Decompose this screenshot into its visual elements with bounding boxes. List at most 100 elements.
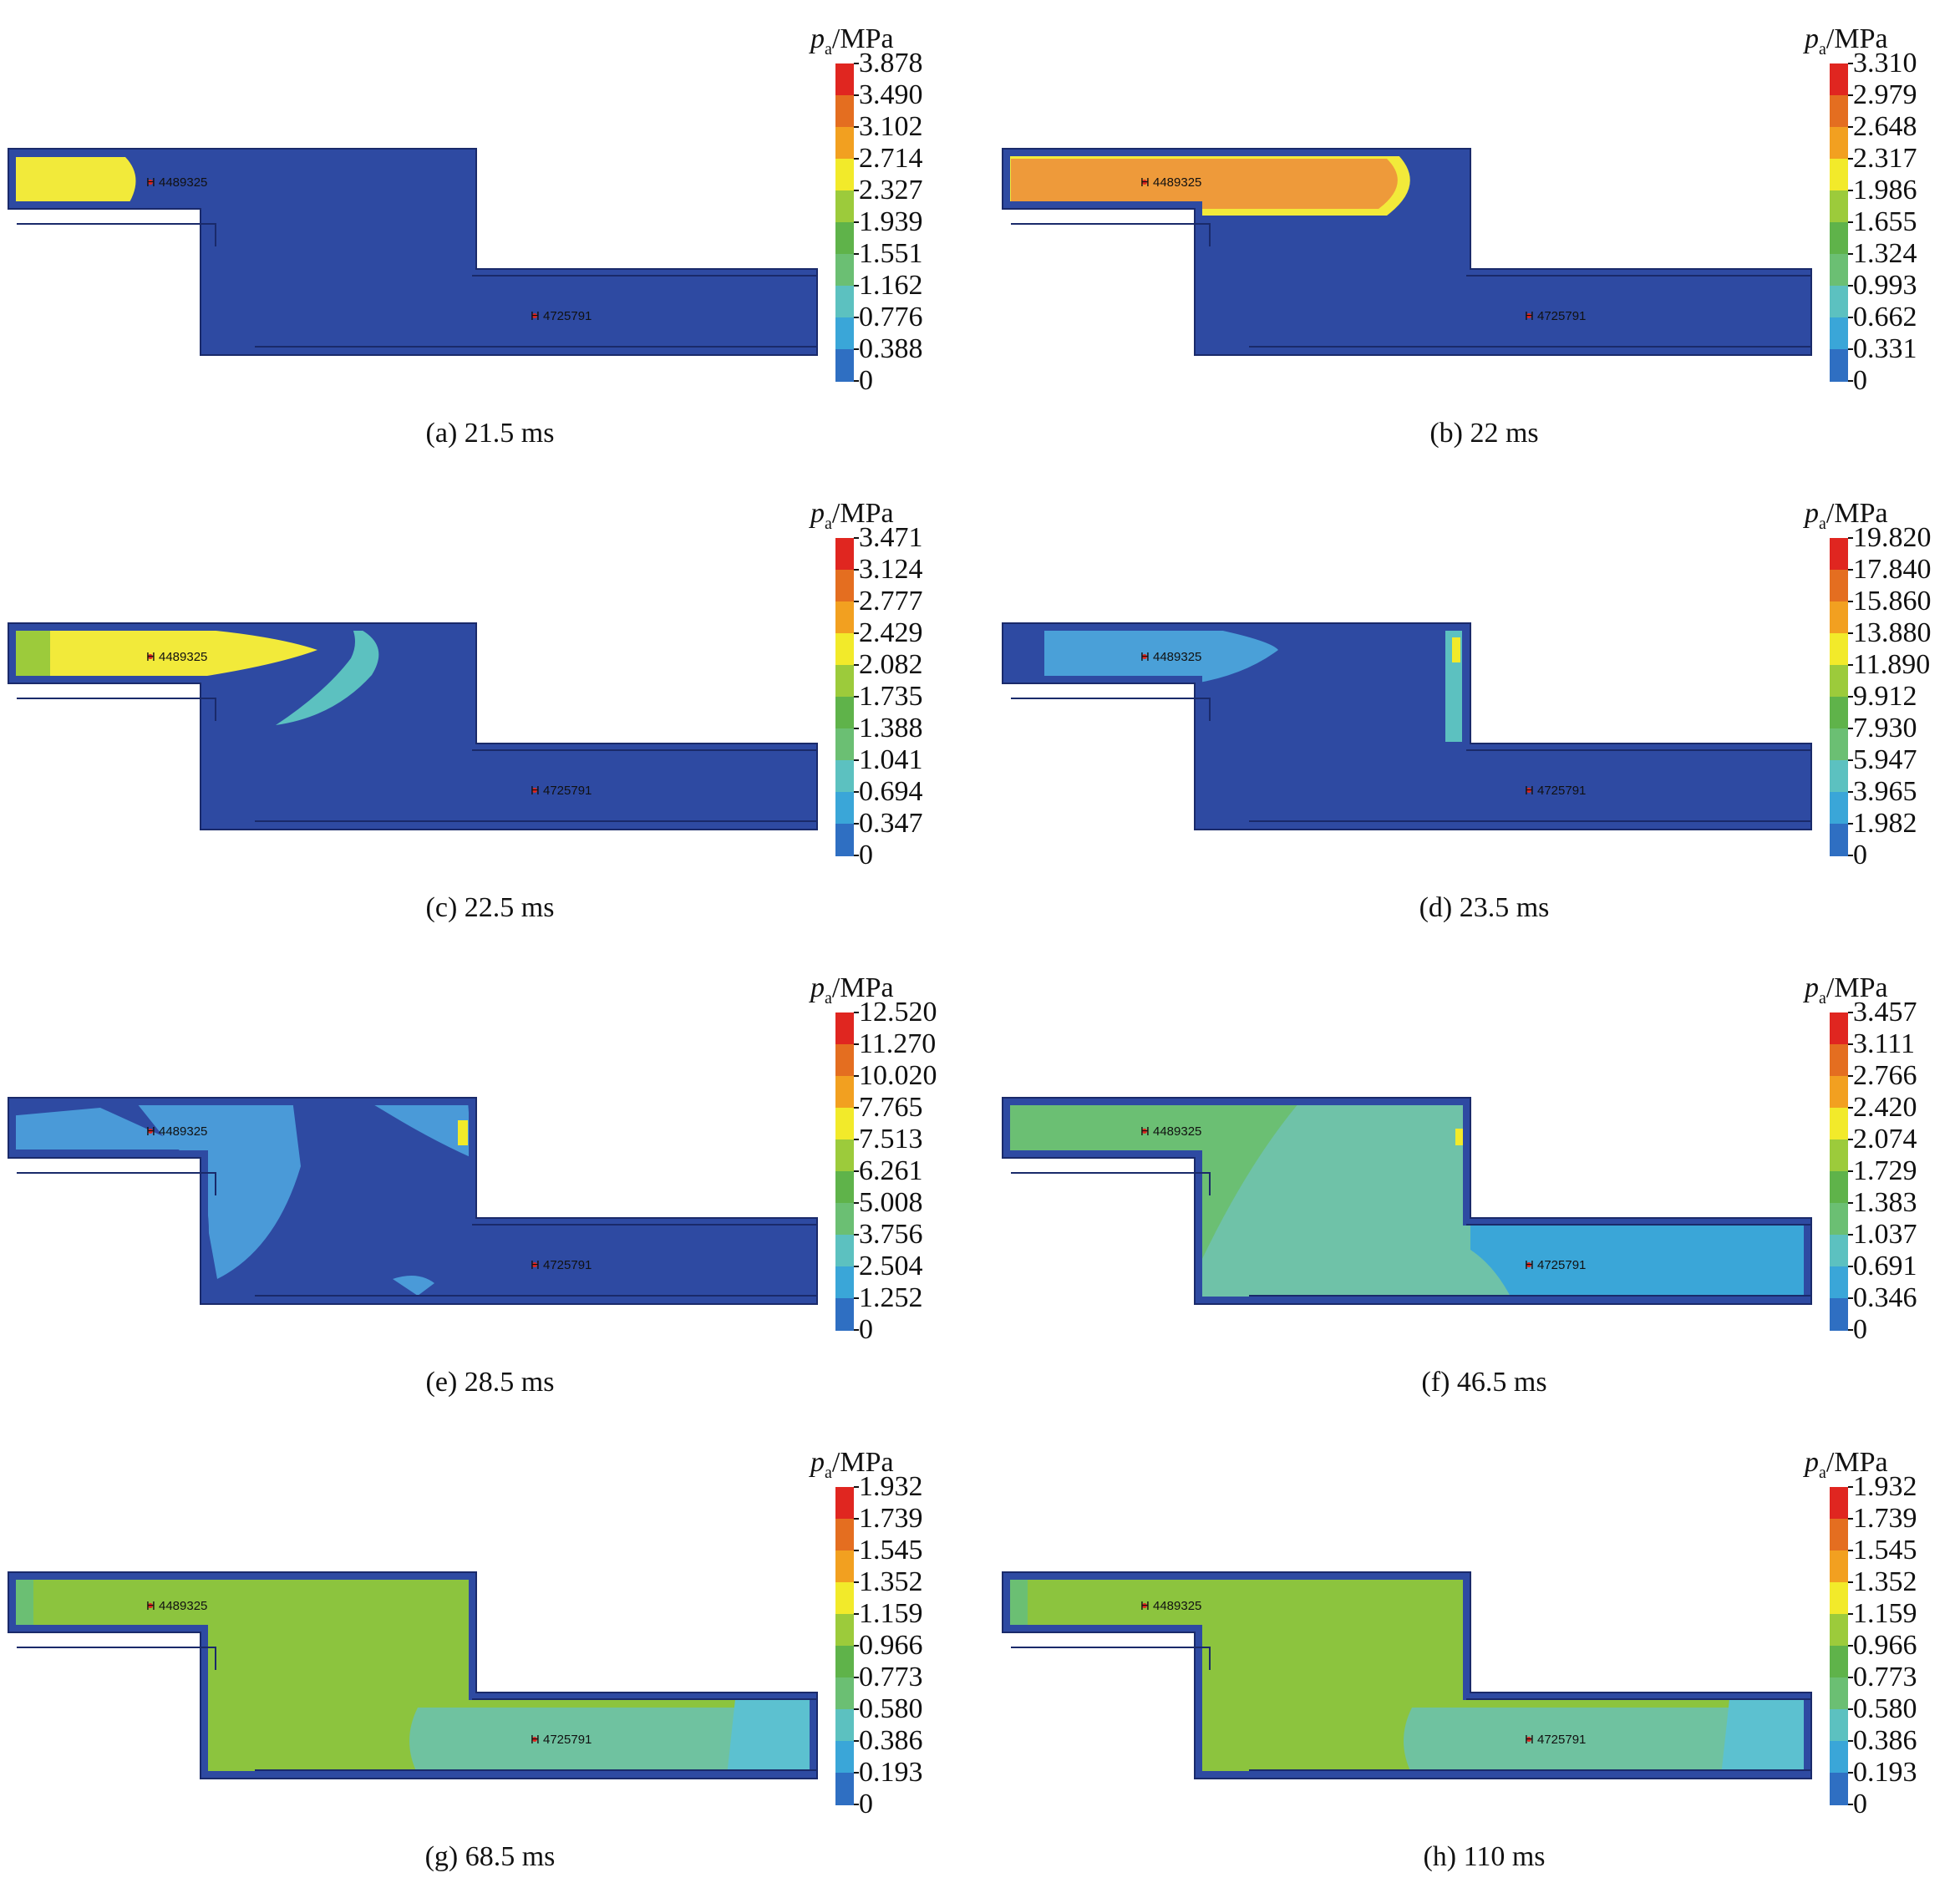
colorbar-tick [1848, 1075, 1853, 1077]
node-marker: H 4725791 [531, 309, 592, 323]
colorbar-swatch [1830, 1550, 1848, 1583]
colorbar-tick-label: 0 [1853, 840, 1867, 870]
colorbar-tick [1848, 1486, 1853, 1488]
colorbar-swatch [1830, 1614, 1848, 1647]
panel-caption: (c) 22.5 ms [425, 892, 555, 923]
panel-d: H 4489325 H 4725791 pa/MPa 19.820 17.840 15.8… [994, 475, 1960, 944]
pressure-contour-plot: H 4489325 H 4725791 [8, 622, 818, 830]
colorbar-tick-label: 2.420 [1853, 1092, 1917, 1123]
colorbar-swatch [1830, 538, 1848, 571]
legend-title: pa/MPa [1805, 498, 1888, 534]
colorbar [835, 1012, 854, 1331]
wave-peak [1455, 1129, 1464, 1145]
colorbar-tick [854, 1581, 859, 1583]
colorbar-tick-label: 11.890 [1853, 649, 1931, 680]
colorbar-legend: pa/MPa 3.310 2.979 2.648 2.317 1.986 1.655 1.32… [1805, 23, 1960, 395]
colorbar-swatch [1830, 1646, 1848, 1678]
colorbar-tick [854, 569, 859, 571]
colorbar-swatch [1830, 1076, 1848, 1109]
colorbar-swatch [835, 127, 854, 160]
pressure-region [8, 1108, 192, 1150]
legend-title-subscript: a [825, 39, 832, 58]
legend-title-subscript: a [825, 988, 832, 1007]
panel-caption: (d) 23.5 ms [1419, 892, 1550, 923]
node-marker: H 4725791 [1525, 1258, 1586, 1272]
colorbar-legend: pa/MPa 19.820 17.840 15.860 13.880 11.890 9.91… [1805, 498, 1960, 870]
node-label: H 4489325 [146, 1599, 207, 1613]
colorbar-tick [1848, 1581, 1853, 1583]
colorbar-tick [854, 791, 859, 793]
colorbar-legend: pa/MPa 12.520 11.270 10.020 7.765 7.513 6.261 5… [810, 972, 969, 1344]
legend-title-variable: p [810, 972, 825, 1003]
colorbar-swatch [835, 1709, 854, 1742]
colorbar-tick [1848, 253, 1853, 255]
colorbar-tick-label: 0.388 [859, 333, 923, 364]
colorbar-swatch [1830, 254, 1848, 287]
wave-peak [1452, 637, 1460, 662]
colorbar-tick-label: 1.735 [859, 681, 923, 712]
colorbar-tick [854, 759, 859, 761]
colorbar-tick-label: 1.739 [859, 1503, 923, 1534]
node-label: H 4725791 [531, 784, 592, 798]
colorbar-tick-label: 2.648 [1853, 111, 1917, 142]
colorbar-tick [1848, 1518, 1853, 1520]
colorbar-tick [1848, 1170, 1853, 1172]
colorbar-swatch [1830, 127, 1848, 160]
colorbar-tick-label: 0.773 [1853, 1662, 1917, 1693]
colorbar-tick [1848, 348, 1853, 350]
colorbar-tick [854, 664, 859, 666]
colorbar-tick-label: 13.880 [1853, 617, 1932, 648]
colorbar-tick [1848, 1804, 1853, 1805]
node-marker: H 4725791 [1525, 1733, 1586, 1747]
colorbar-tick-label: 2.327 [859, 175, 923, 206]
colorbar-swatch [1830, 792, 1848, 825]
reflected-wave [276, 625, 379, 725]
colorbar-tick [1848, 632, 1853, 634]
domain-outline [8, 1097, 818, 1305]
colorbar-tick-label: 17.840 [1853, 554, 1932, 585]
panel-h: H 4489325 H 4725791 pa/MPa 1.932 1.739 1.545 1… [994, 1424, 1960, 1893]
colorbar-swatch [835, 254, 854, 287]
colorbar-tick [854, 158, 859, 160]
node-label: H 4489325 [146, 650, 207, 664]
colorbar-swatch [1830, 760, 1848, 793]
colorbar-tick [1848, 317, 1853, 318]
colorbar-tick [1848, 664, 1853, 666]
colorbar-tick [1848, 823, 1853, 825]
colorbar-swatch [1830, 633, 1848, 666]
colorbar [835, 538, 854, 856]
colorbar-swatch [835, 665, 854, 698]
colorbar-tick-label: 0 [859, 840, 873, 870]
node-label: H 4725791 [531, 309, 592, 323]
colorbar-tick [854, 696, 859, 698]
colorbar-tick-label: 1.739 [1853, 1503, 1917, 1534]
colorbar-tick [1848, 1107, 1853, 1109]
node-marker: H 4489325 [146, 650, 207, 664]
colorbar-swatch [835, 1677, 854, 1710]
colorbar-tick-label: 1.324 [1853, 238, 1917, 269]
colorbar-tick-label: 1.932 [859, 1471, 923, 1502]
panel-b: H 4489325 H 4725791 pa/MPa 3.310 2.979 2.648 2… [994, 0, 1960, 469]
legend-title-unit: /MPa [831, 972, 894, 1003]
node-marker: H 4725791 [531, 1733, 592, 1747]
colorbar-tick [854, 1043, 859, 1045]
colorbar-swatch [1830, 1235, 1848, 1267]
pressure-contour-plot: H 4489325 H 4725791 [8, 1097, 818, 1305]
colorbar-swatch [835, 1044, 854, 1077]
node-label: H 4725791 [531, 1733, 592, 1747]
domain-outline [1002, 1571, 1812, 1779]
colorbar-tick [1848, 759, 1853, 761]
colorbar-tick [854, 190, 859, 191]
colorbar [1830, 63, 1848, 382]
node-label: H 4489325 [146, 1124, 207, 1139]
node-marker: H 4725791 [531, 1258, 592, 1272]
legend-title-variable: p [1805, 498, 1819, 529]
colorbar-tick-label: 0.966 [859, 1630, 923, 1661]
colorbar-swatch [835, 1519, 854, 1551]
colorbar-tick-label: 3.756 [859, 1219, 923, 1250]
node-marker: H 4725791 [531, 784, 592, 798]
colorbar-tick [854, 63, 859, 64]
colorbar-swatch [1830, 824, 1848, 856]
colorbar-swatch [835, 760, 854, 793]
colorbar-tick [854, 632, 859, 634]
